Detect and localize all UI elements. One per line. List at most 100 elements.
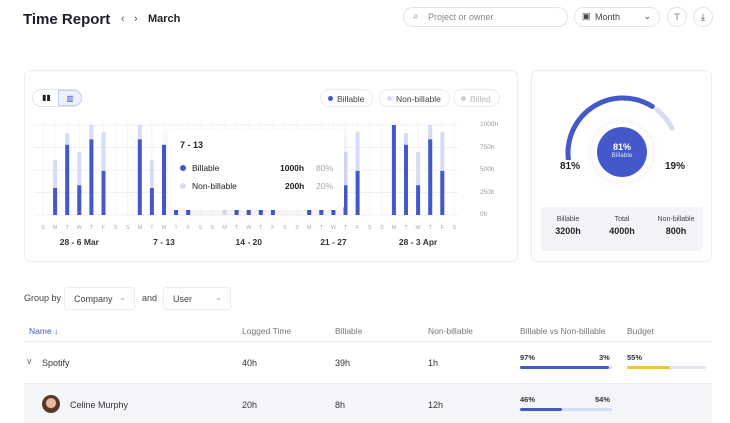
billable-bar[interactable] (391, 125, 396, 215)
row-logged: 20h (242, 400, 258, 410)
day-label: S (113, 225, 118, 231)
budget-track (627, 366, 706, 369)
billable-bar[interactable] (440, 170, 445, 215)
billable-bar[interactable] (149, 188, 154, 215)
day-label: T (65, 225, 69, 231)
billable-bar[interactable] (343, 185, 348, 215)
non-billable-bar[interactable] (416, 152, 421, 215)
week-label: 14 - 20 (235, 237, 262, 247)
center-percent: 81% (612, 142, 631, 152)
search-input[interactable]: ⌕ Project or owner (403, 7, 568, 27)
day-label: M (52, 225, 58, 231)
day-label: M (391, 225, 397, 231)
search-placeholder: Project or owner (428, 12, 494, 22)
stat-label: Non-billable (657, 216, 695, 223)
billable-bar[interactable] (77, 185, 82, 215)
billable-bar[interactable] (428, 139, 433, 215)
column-name[interactable]: Name ↓ (29, 326, 59, 336)
table-row[interactable]: ∨ Spotify 40h 39h 1h 97% 3% 55% (24, 342, 712, 382)
billable-bar[interactable] (89, 139, 94, 215)
non-billable-bar[interactable] (149, 160, 154, 215)
group-by-first-select[interactable]: Company ⌄ (64, 287, 135, 310)
gauge-fill (565, 95, 655, 160)
billable-bar[interactable] (65, 144, 70, 215)
table-row[interactable]: Celine Murphy 20h 8h 12h 46% 54% (24, 383, 712, 423)
non-billable-bar[interactable] (343, 152, 348, 215)
stacked-bars-icon[interactable]: ▮▮ (42, 93, 51, 102)
page-title: Time Report (23, 11, 111, 28)
column-billable[interactable]: Billable (335, 326, 363, 336)
group-by-label: Group by (24, 293, 62, 303)
non-billable-pct: 54% (595, 395, 611, 404)
stat-value: 4000h (609, 226, 635, 236)
day-label: S (210, 225, 215, 231)
tooltip-row-non-billable: Non-billable 200h 20% (180, 181, 335, 191)
select-value: Company (74, 294, 113, 304)
day-label: T (234, 225, 239, 231)
day-label: T (259, 225, 263, 231)
tooltip-label: Non-billable (192, 181, 237, 191)
day-label: T (150, 225, 154, 231)
billable-dot (180, 165, 186, 171)
row-name: Spotify (42, 358, 70, 368)
billable-bar[interactable] (404, 144, 408, 215)
day-label: T (319, 225, 323, 231)
column-non-billable[interactable]: Non-billable (428, 326, 473, 336)
day-label: M (306, 225, 312, 231)
day-label: W (330, 225, 336, 231)
filter-button[interactable]: ⊤ (667, 7, 687, 27)
billable-bar[interactable] (162, 144, 166, 215)
day-label: F (271, 225, 275, 231)
billable-bar[interactable] (416, 185, 421, 215)
gauge-center: 81% Billable (597, 127, 647, 177)
billable-bar[interactable] (137, 139, 142, 215)
day-label: M (222, 225, 227, 231)
column-budget[interactable]: Budget (627, 326, 654, 336)
budget-pct: 55% (627, 353, 643, 362)
current-period: March (148, 13, 181, 25)
day-label: W (161, 225, 167, 231)
ratio-track (520, 366, 612, 369)
column-logged-time[interactable]: Logged Time (242, 326, 292, 336)
stat-total: Total 4000h (595, 216, 649, 236)
non-billable-bar[interactable] (53, 160, 58, 215)
download-icon: ⤓ (701, 12, 705, 22)
billable-bar[interactable] (101, 170, 106, 215)
calendar-icon: ▣ (582, 11, 591, 21)
billable-pct: 46% (520, 395, 536, 404)
day-label: W (246, 225, 252, 231)
day-label: F (355, 225, 360, 231)
prev-period-button[interactable]: ‹ (121, 13, 125, 25)
day-label: S (452, 225, 457, 231)
day-label: S (295, 225, 299, 231)
legend-non-billable[interactable]: Non-billable (379, 89, 450, 107)
group-by-second-select[interactable]: User ⌄ (163, 287, 231, 310)
collapse-icon[interactable]: ∨ (26, 356, 33, 366)
billable-bar[interactable] (355, 170, 360, 215)
header-divider (24, 341, 712, 342)
non-billable-bar[interactable] (77, 152, 82, 215)
next-period-button[interactable]: › (134, 13, 138, 25)
grouped-bars-icon[interactable]: ▥ (58, 90, 82, 106)
summary-stats: Billable 3200h Total 4000h Non-billable 800… (541, 207, 703, 251)
center-label: Billable (611, 152, 633, 159)
week-label: 28 - 6 Mar (59, 237, 99, 247)
row-non-billable: 1h (428, 358, 439, 368)
stat-billable: Billable 3200h (541, 216, 595, 236)
row-non-billable: 12h (428, 400, 444, 410)
legend-billed[interactable]: Billed (453, 89, 500, 107)
day-label: T (343, 225, 348, 231)
billable-bar[interactable] (53, 188, 58, 215)
chart-view-toggle[interactable]: ▮▮ ▥ (32, 89, 82, 107)
column-billable-vs-non-billable[interactable]: Billable vs Non-billable (520, 326, 606, 336)
day-label: T (428, 225, 432, 231)
legend-billable[interactable]: Billable (320, 89, 374, 107)
tooltip-pct: 80% (316, 163, 334, 173)
range-select[interactable]: ▣ Month ⌄ (574, 7, 660, 27)
search-icon: ⌕ (413, 11, 419, 22)
chart-tooltip: 7 - 13 Billable 1000h 80% Non-billable 2… (168, 130, 344, 210)
budget-fill (627, 366, 671, 369)
day-label: F (440, 225, 444, 231)
download-button[interactable]: ⤓ (693, 7, 713, 27)
row-name: Celine Murphy (70, 400, 129, 410)
